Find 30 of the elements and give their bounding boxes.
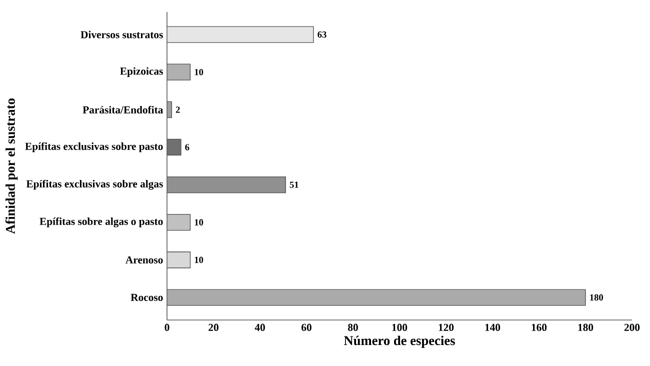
- x-tick-label: 40: [254, 324, 265, 332]
- y-tick-label: Epífitas exclusivas sobre pasto: [25, 142, 163, 152]
- x-tick-label: 100: [392, 324, 408, 332]
- x-tick-label: 80: [348, 324, 358, 332]
- data-label: 6: [185, 144, 190, 150]
- y-tick-label: Epífitas exclusivas sobre algas: [26, 180, 163, 190]
- data-label: 180: [590, 294, 604, 301]
- x-tick-label: 0: [164, 324, 170, 332]
- y-tick-label: Arenoso: [126, 256, 163, 264]
- x-tick-label: 140: [485, 324, 500, 332]
- data-label: 51: [290, 182, 298, 188]
- y-tick-label: Parásita/Endofita: [82, 106, 164, 114]
- x-tick-label: 160: [532, 324, 547, 332]
- x-tick-label: 120: [438, 324, 454, 332]
- y-tick-label: Diversos sustratos: [80, 30, 163, 38]
- y-tick-label: Rocoso: [130, 294, 163, 301]
- data-label: 63: [318, 31, 326, 38]
- x-tick-label: 20: [208, 324, 218, 332]
- x-tick-label: 60: [302, 324, 312, 332]
- data-label: 10: [194, 68, 204, 76]
- x-tick-label: 200: [624, 324, 640, 332]
- x-tick-label: 180: [578, 324, 594, 332]
- bar: [167, 289, 586, 306]
- data-label: 10: [194, 256, 204, 264]
- x-axis-title: Número de especies: [344, 336, 455, 348]
- y-axis-title: Afinidad por el sustrato: [5, 98, 18, 234]
- data-label: 10: [194, 219, 204, 226]
- data-label: 2: [176, 106, 180, 113]
- y-tick-label: Epífitas sobre algas o pasto: [40, 217, 163, 228]
- y-tick-label: Epizoicas: [120, 67, 163, 77]
